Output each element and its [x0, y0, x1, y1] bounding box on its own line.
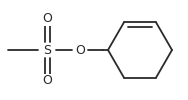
Text: S: S [43, 44, 51, 56]
Text: O: O [42, 74, 52, 88]
Text: O: O [42, 12, 52, 26]
Text: O: O [75, 44, 85, 56]
